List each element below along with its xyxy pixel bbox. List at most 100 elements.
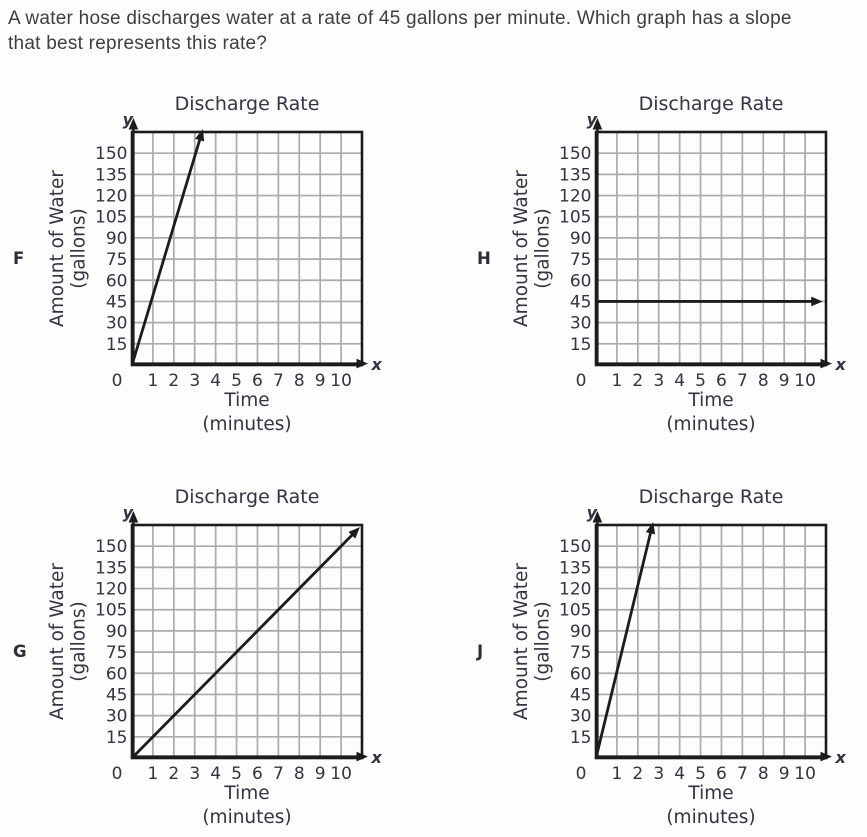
y-axis-label-line2: (gallons): [69, 208, 90, 288]
chart-title: Discharge Rate: [175, 93, 320, 115]
y-axis-arrowhead-icon: [592, 511, 603, 523]
x-tick-label: 0: [112, 764, 123, 784]
x-tick-label: 9: [315, 764, 326, 784]
x-axis-arrowhead-icon: [356, 358, 368, 369]
x-tick-label: 0: [576, 764, 587, 784]
y-tick-label: 105: [559, 601, 591, 621]
x-tick-label: 1: [147, 371, 158, 391]
y-tick-label: 30: [570, 314, 592, 334]
x-tick-label: 4: [210, 371, 221, 391]
x-axis-label-line1: Time: [223, 390, 269, 411]
plot-border: [130, 130, 364, 367]
y-tick-label: 15: [106, 335, 128, 355]
y-axis-label-line1: Amount of Water: [47, 170, 68, 327]
x-tick-label: 8: [294, 764, 305, 784]
y-axis-arrowhead-icon: [592, 118, 603, 130]
y-tick-label: 90: [106, 622, 128, 642]
x-tick-label: 10: [330, 371, 352, 391]
x-tick-label: 9: [779, 764, 790, 784]
x-tick-label: 2: [632, 764, 643, 784]
y-tick-label: 75: [106, 250, 128, 270]
x-tick-label: 2: [168, 371, 179, 391]
y-axis-letter: y: [587, 503, 598, 522]
y-tick-label: 90: [570, 229, 592, 249]
x-tick-label: 3: [653, 371, 664, 391]
data-line-arrowhead-icon: [195, 129, 205, 142]
question-line-1: A water hose discharges water at a rate …: [8, 8, 792, 29]
data-line-arrowhead-icon: [645, 522, 656, 535]
y-tick-label: 150: [559, 537, 591, 557]
x-tick-label: 4: [210, 764, 221, 784]
y-tick-label: 15: [570, 335, 592, 355]
x-tick-label: 6: [252, 764, 263, 784]
y-axis-label-line2: (gallons): [533, 601, 554, 681]
y-tick-label: 75: [570, 643, 592, 663]
x-axis-letter: x: [835, 355, 847, 374]
y-tick-label: 150: [95, 144, 127, 164]
x-tick-label: 0: [112, 371, 123, 391]
y-tick-label: 120: [95, 187, 127, 207]
x-axis-letter: x: [371, 748, 383, 767]
x-tick-label: 8: [758, 371, 769, 391]
data-line: [130, 137, 202, 366]
x-tick-label: 9: [779, 371, 790, 391]
x-axis-arrowhead-icon: [820, 358, 832, 369]
x-tick-label: 7: [737, 371, 748, 391]
option-letter-j: J: [477, 642, 484, 661]
question-line-2: that best represents this rate?: [8, 33, 268, 54]
x-tick-label: 5: [231, 764, 242, 784]
y-tick-label: 135: [95, 165, 127, 185]
x-tick-label: 1: [147, 764, 158, 784]
y-axis-letter: y: [587, 110, 598, 129]
x-tick-label: 3: [189, 371, 200, 391]
x-tick-label: 3: [189, 764, 200, 784]
graph-option-j: J Discharge Rate y x 15 30 45 60 75 90 105 120 135 1…: [477, 480, 851, 835]
plot-border: [130, 523, 364, 760]
y-tick-label: 15: [570, 728, 592, 748]
y-axis-label-line1: Amount of Water: [47, 563, 68, 720]
y-axis-label-line1: Amount of Water: [511, 170, 532, 327]
graph-option-g: G Discharge Rate y x 15 30 45 60 75 90 105 120 135 1…: [13, 480, 387, 835]
y-axis-label-line2: (gallons): [533, 208, 554, 288]
option-letter-h: H: [477, 249, 491, 268]
y-tick-label: 90: [570, 622, 592, 642]
x-tick-label: 5: [695, 371, 706, 391]
x-tick-label: 3: [653, 764, 664, 784]
y-tick-label: 150: [95, 537, 127, 557]
y-tick-label: 105: [95, 601, 127, 621]
y-axis-letter: y: [123, 503, 134, 522]
x-tick-label: 10: [330, 764, 352, 784]
x-tick-label: 10: [794, 371, 816, 391]
y-tick-label: 90: [106, 229, 128, 249]
y-tick-label: 30: [570, 707, 592, 727]
y-tick-label: 135: [95, 558, 127, 578]
data-line: [594, 530, 653, 759]
y-tick-label: 120: [559, 580, 591, 600]
y-tick-label: 135: [559, 165, 591, 185]
option-letter-f: F: [13, 249, 25, 268]
x-tick-label: 9: [315, 371, 326, 391]
y-tick-label: 30: [106, 707, 128, 727]
y-tick-label: 105: [559, 208, 591, 228]
x-axis-letter: x: [371, 355, 383, 374]
x-axis-letter: x: [835, 748, 847, 767]
x-tick-label: 2: [168, 764, 179, 784]
discharge-rate-chart-h: Discharge Rateyx153045607590105120135150…: [511, 93, 847, 435]
y-axis-arrowhead-icon: [128, 118, 139, 130]
x-tick-label: 2: [632, 371, 643, 391]
y-tick-label: 75: [570, 250, 592, 270]
x-axis-label-line2: (minutes): [666, 414, 755, 435]
x-axis-label-line1: Time: [687, 390, 733, 411]
x-tick-label: 1: [611, 371, 622, 391]
x-tick-label: 5: [695, 764, 706, 784]
graph-option-f: F Discharge Rate y x 15 30 45 60 75 90 105 120 135 1…: [13, 87, 387, 442]
y-axis-arrowhead-icon: [128, 511, 139, 523]
discharge-rate-chart-j: Discharge Rateyx153045607590105120135150…: [511, 486, 847, 828]
y-tick-label: 120: [95, 580, 127, 600]
discharge-rate-chart-g: Discharge Rateyx153045607590105120135150…: [47, 486, 383, 828]
data-line-arrowhead-icon: [811, 296, 823, 307]
chart-title: Discharge Rate: [175, 486, 320, 508]
question-text: A water hose discharges water at a rate …: [8, 6, 864, 56]
x-axis-label-line1: Time: [223, 783, 269, 804]
